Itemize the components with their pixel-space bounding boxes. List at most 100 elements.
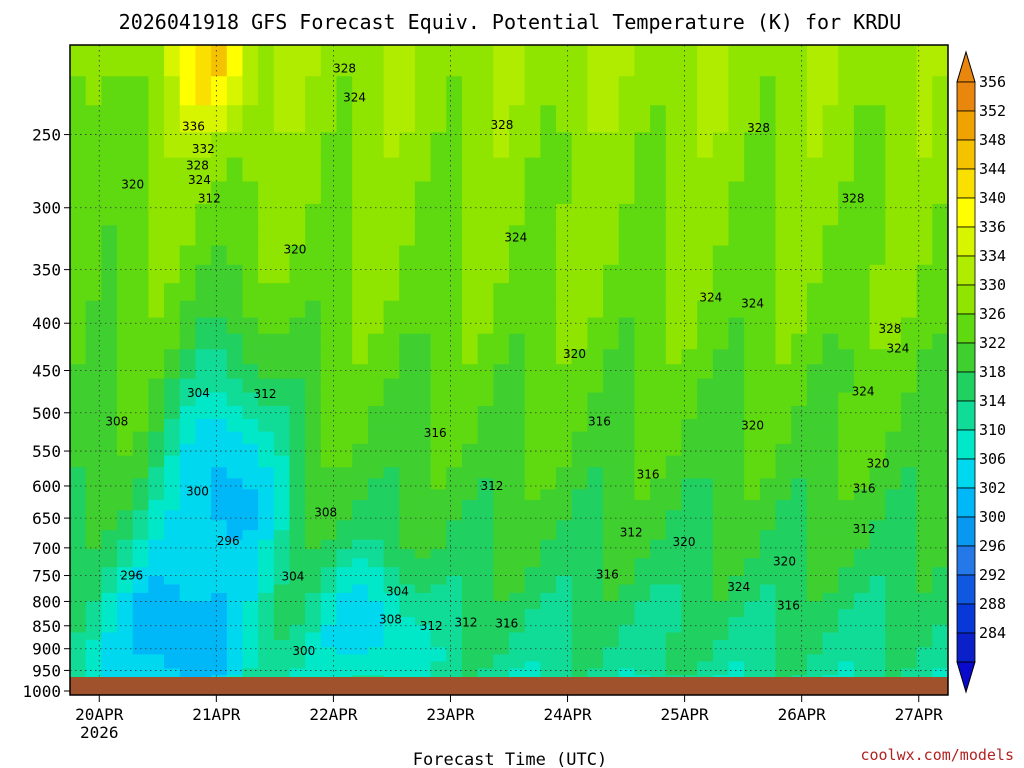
field-cell [320, 510, 338, 521]
field-cell [132, 467, 149, 480]
field-cell [477, 575, 494, 586]
field-cell [791, 45, 808, 77]
field-cell [305, 157, 322, 183]
field-cell [665, 499, 683, 511]
field-cell [70, 510, 87, 521]
theta-e-field [70, 45, 948, 695]
field-cell [806, 584, 824, 594]
field-cell [414, 601, 432, 610]
field-cell [477, 333, 494, 350]
field-cell [681, 333, 698, 350]
colorbar-label: 356 [979, 73, 1006, 91]
field-cell [900, 76, 918, 106]
field-cell [885, 300, 902, 319]
field-cell [477, 467, 494, 480]
field-cell [273, 300, 291, 319]
field-cell [367, 333, 385, 350]
field-cell [697, 225, 714, 247]
field-cell [759, 455, 777, 468]
field-cell [461, 624, 479, 634]
colorbar-under-arrow [956, 661, 976, 694]
field-cell [650, 510, 667, 521]
field-cell [712, 558, 730, 568]
field-cell [650, 300, 667, 319]
field-cell [493, 245, 510, 266]
field-cell [916, 558, 933, 568]
field-cell [273, 601, 291, 610]
field-cell [117, 558, 134, 568]
field-cell [320, 455, 338, 468]
field-cell [885, 181, 902, 205]
field-cell [791, 592, 808, 602]
field-cell [258, 225, 275, 247]
contour-label: 312 [853, 522, 876, 536]
field-cell [587, 617, 604, 626]
field-cell [352, 584, 369, 594]
field-cell [556, 203, 573, 226]
field-cell [399, 584, 416, 594]
field-cell [744, 558, 761, 568]
field-cell [900, 624, 918, 634]
field-cell [806, 203, 824, 226]
field-cell [806, 45, 824, 77]
field-cell [932, 647, 948, 655]
field-cell [900, 333, 918, 350]
field-cell [509, 264, 526, 284]
field-cell [775, 105, 792, 133]
field-cell [571, 558, 588, 568]
field-cell [101, 181, 118, 205]
field-cell [681, 203, 698, 226]
field-cell [195, 181, 212, 205]
field-cell [493, 661, 510, 669]
field-cell [822, 558, 839, 568]
field-cell [70, 624, 87, 634]
field-cell [932, 639, 948, 648]
field-cell [289, 203, 306, 226]
field-cell [838, 45, 855, 77]
field-cell [258, 455, 275, 468]
field-cell [70, 364, 87, 380]
credit-text[interactable]: coolwx.com/models [860, 746, 1014, 764]
field-cell [838, 601, 855, 610]
field-cell [477, 225, 494, 247]
field-cell [367, 419, 385, 433]
field-cell [681, 349, 698, 365]
field-cell [697, 647, 714, 655]
field-cell [665, 467, 683, 480]
field-cell [775, 300, 792, 319]
field-cell [367, 567, 385, 577]
field-cell [916, 567, 933, 577]
field-cell [822, 661, 839, 669]
field-cell [571, 76, 588, 106]
field-cell [540, 203, 557, 226]
field-cell [164, 467, 181, 480]
field-cell [728, 584, 745, 594]
field-cell [775, 45, 792, 77]
field-cell [148, 558, 165, 568]
field-cell [650, 225, 667, 247]
field-cell [650, 592, 667, 602]
field-cell [211, 455, 228, 468]
field-cell [461, 478, 479, 490]
field-cell [869, 455, 886, 468]
field-cell [70, 105, 87, 133]
field-cell [509, 443, 526, 457]
field-cell [634, 489, 651, 501]
field-cell [383, 489, 400, 501]
field-cell [305, 45, 322, 77]
field-cell [853, 617, 871, 626]
field-cell [838, 567, 855, 577]
field-cell [226, 105, 244, 133]
field-cell [603, 584, 620, 594]
field-cell [461, 632, 479, 641]
field-cell [399, 443, 416, 457]
field-cell [383, 639, 400, 648]
field-cell [383, 661, 400, 669]
field-cell [665, 264, 683, 284]
field-cell [305, 549, 322, 559]
field-cell [85, 520, 102, 531]
field-cell [571, 647, 588, 655]
field-cell [571, 105, 588, 133]
field-cell [744, 317, 761, 335]
